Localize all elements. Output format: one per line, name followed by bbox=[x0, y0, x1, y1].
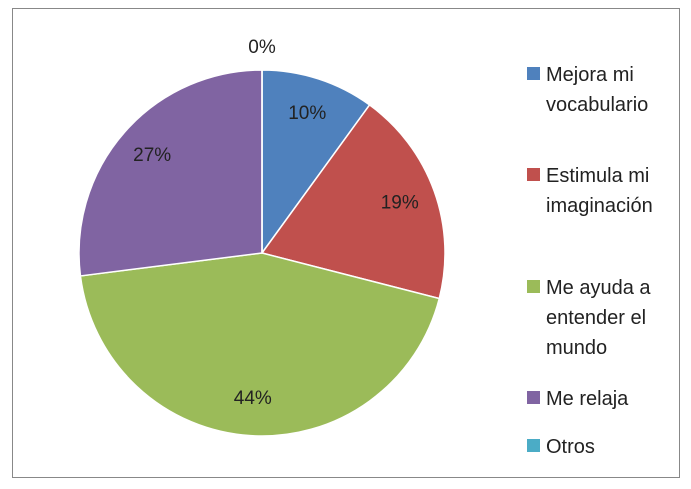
legend-item: Mejora mi vocabulario bbox=[527, 60, 676, 120]
data-label: 19% bbox=[381, 192, 419, 213]
legend-item: Me ayuda a entender el mundo bbox=[527, 273, 676, 363]
legend-label: Mejora mi vocabulario bbox=[546, 64, 649, 116]
pie-slice bbox=[78, 69, 263, 277]
legend-swatch bbox=[527, 280, 540, 293]
legend-swatch bbox=[527, 67, 540, 80]
legend-label: Me ayuda a entender el mundo bbox=[546, 277, 651, 359]
chart-frame bbox=[12, 8, 680, 478]
legend-label: Estimula mi imaginación bbox=[546, 165, 653, 217]
data-label: 0% bbox=[248, 37, 276, 58]
pie-slice bbox=[79, 252, 441, 437]
legend-item: Otros bbox=[527, 432, 676, 462]
legend-label: Me relaja bbox=[546, 388, 629, 410]
legend-item: Estimula mi imaginación bbox=[527, 161, 676, 221]
pie-slice bbox=[260, 103, 446, 300]
data-label: 10% bbox=[288, 103, 326, 124]
pie-slice bbox=[261, 69, 371, 256]
legend-swatch bbox=[527, 439, 540, 452]
data-label: 44% bbox=[234, 388, 272, 409]
legend-swatch bbox=[527, 168, 540, 181]
legend-label: Otros bbox=[546, 436, 595, 458]
legend-swatch bbox=[527, 391, 540, 404]
legend-item: Me relaja bbox=[527, 384, 676, 414]
data-label: 27% bbox=[133, 145, 171, 166]
